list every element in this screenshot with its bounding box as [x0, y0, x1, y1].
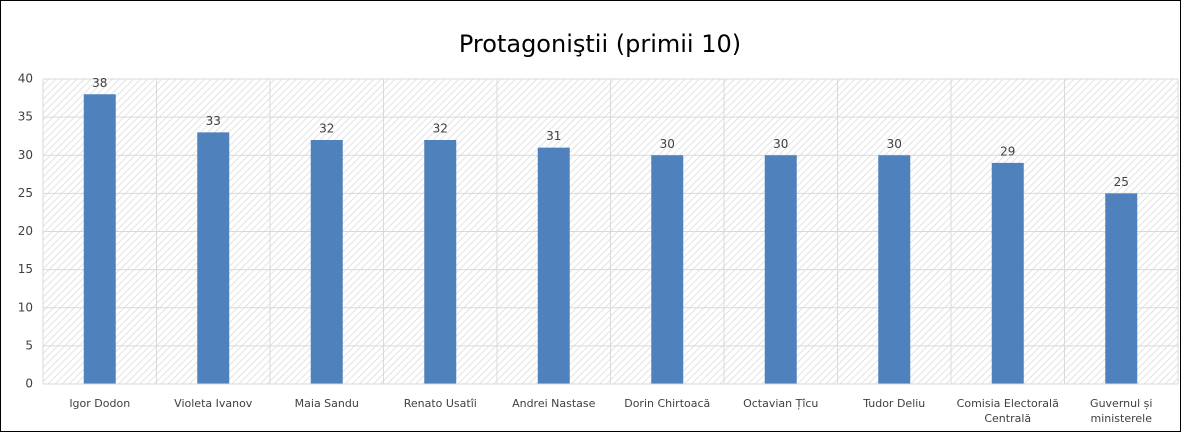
- data-label: 38: [92, 76, 107, 90]
- data-label: 32: [319, 122, 334, 136]
- y-tick-label: 30: [18, 148, 33, 162]
- bar: [878, 155, 911, 384]
- y-tick-label: 25: [18, 186, 33, 200]
- bar: [764, 155, 797, 384]
- data-label: 33: [206, 114, 221, 128]
- bar: [651, 155, 684, 384]
- y-tick-label: 35: [18, 110, 33, 124]
- x-tick-label: Andrei Nastase: [512, 397, 596, 410]
- y-tick-label: 10: [18, 300, 33, 314]
- x-tick-label: Maia Sandu: [294, 397, 359, 410]
- bar: [424, 140, 457, 384]
- x-tick-label: Octavian Țîcu: [743, 397, 819, 410]
- x-tick-label: Violeta Ivanov: [174, 397, 253, 410]
- data-label: 32: [433, 122, 448, 136]
- data-label: 31: [546, 129, 561, 143]
- bar: [1105, 193, 1138, 384]
- data-label: 29: [1000, 144, 1015, 158]
- y-tick-label: 5: [25, 338, 33, 352]
- data-label: 25: [1114, 175, 1129, 189]
- x-tick-label: Comisia Electorală Centrală: [956, 397, 1059, 425]
- x-tick-label: Renato Usatîi: [403, 397, 477, 410]
- y-tick-label: 0: [25, 377, 33, 391]
- data-label: 30: [887, 137, 902, 151]
- bar: [197, 132, 230, 384]
- y-tick-label: 20: [18, 224, 33, 238]
- bar: [537, 147, 570, 384]
- data-label: 30: [773, 137, 788, 151]
- x-tick-label: Guvernul și ministerele: [1090, 397, 1153, 425]
- bar: [83, 94, 116, 384]
- x-tick-label: Tudor Deliu: [863, 397, 926, 410]
- bar: [991, 162, 1024, 384]
- x-tick-label: Dorin Chirtoacă: [624, 397, 711, 410]
- y-tick-label: 40: [18, 72, 33, 86]
- chart-title: Protagoniştii (primii 10): [459, 30, 741, 58]
- y-tick-label: 15: [18, 262, 33, 276]
- data-label: 30: [660, 137, 675, 151]
- bar: [310, 140, 343, 384]
- x-tick-label: Igor Dodon: [69, 397, 131, 410]
